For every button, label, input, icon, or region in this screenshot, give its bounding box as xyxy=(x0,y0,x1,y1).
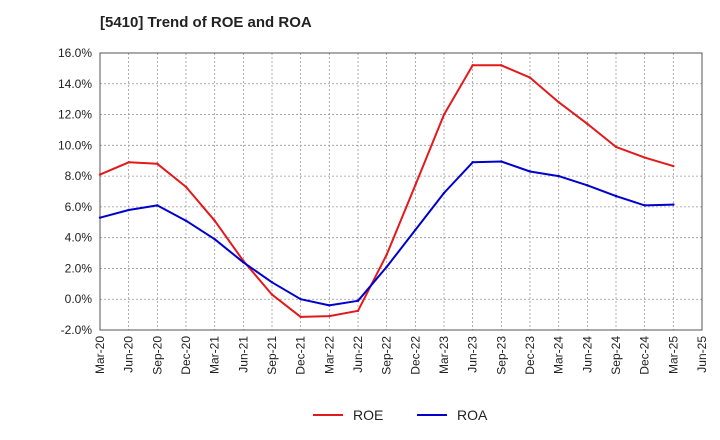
data-point-roe xyxy=(471,64,474,67)
x-tick-label: Sep-22 xyxy=(380,336,394,375)
x-tick-label: Sep-23 xyxy=(494,336,508,375)
data-point-roe xyxy=(270,293,274,296)
x-tick-label: Mar-22 xyxy=(322,336,336,374)
x-tick-label: Mar-23 xyxy=(437,336,451,374)
data-point-roa xyxy=(528,170,532,173)
data-point-roe xyxy=(414,184,417,187)
series-line-roe xyxy=(99,64,674,318)
y-tick-label: 12.0% xyxy=(58,108,92,122)
y-tick-label: 0.0% xyxy=(65,292,93,306)
x-tick-label: Jun-21 xyxy=(236,336,250,373)
data-point-roa xyxy=(356,299,360,302)
x-tick-label: Dec-22 xyxy=(408,336,422,375)
data-point-roe xyxy=(528,76,532,79)
y-tick-label: 8.0% xyxy=(65,169,93,183)
data-point-roa xyxy=(471,161,474,164)
x-tick-label: Jun-20 xyxy=(122,336,136,373)
y-tick-label: 2.0% xyxy=(65,261,93,275)
data-point-roe xyxy=(442,113,446,116)
data-point-roa xyxy=(242,261,245,264)
y-tick-label: 14.0% xyxy=(58,77,92,91)
y-tick-label: 16.0% xyxy=(58,46,92,60)
data-point-roe xyxy=(643,156,646,159)
x-tick-label: Sep-20 xyxy=(150,336,164,375)
data-point-roa xyxy=(270,281,274,284)
x-tick-label: Dec-24 xyxy=(638,336,652,375)
data-point-roe xyxy=(500,64,503,67)
legend: ROE ROA xyxy=(313,407,488,423)
data-point-roe xyxy=(127,161,130,164)
data-point-roa xyxy=(442,191,446,195)
data-point-roa xyxy=(299,298,302,301)
x-tick-label: Mar-25 xyxy=(666,336,680,374)
data-point-roa xyxy=(672,203,675,206)
data-point-roe xyxy=(328,314,331,318)
x-tick-label: Jun-25 xyxy=(695,336,709,373)
data-point-roe xyxy=(672,164,675,168)
data-point-roa xyxy=(414,228,417,232)
data-point-roe xyxy=(586,122,589,125)
data-point-roe xyxy=(98,173,102,176)
legend-label-roe: ROE xyxy=(353,407,383,423)
y-tick-label: 10.0% xyxy=(58,138,92,152)
data-point-roa xyxy=(156,204,159,207)
x-tick-label: Jun-23 xyxy=(466,336,480,373)
data-point-roe xyxy=(356,309,360,312)
plot-frame xyxy=(99,52,703,331)
y-tick-label: 6.0% xyxy=(65,200,93,214)
x-axis-ticks: Mar-20 Jun-20 Sep-20 Dec-20 Mar-21 Jun-21 Sep-… xyxy=(93,336,709,375)
y-tick-label: -2.0% xyxy=(61,323,93,337)
data-point-roe xyxy=(156,162,159,165)
data-point-roe xyxy=(557,101,560,104)
data-point-roa xyxy=(127,208,130,212)
data-point-roe xyxy=(184,185,188,189)
data-point-roa xyxy=(614,194,618,198)
x-tick-label: Mar-20 xyxy=(93,336,107,374)
x-tick-label: Mar-24 xyxy=(552,336,566,374)
x-tick-label: Sep-21 xyxy=(265,336,279,375)
data-point-roa xyxy=(385,265,388,269)
x-tick-label: Mar-21 xyxy=(208,336,222,374)
y-axis-ticks: -2.0% 0.0% 2.0% 4.0% 6.0% 8.0% 10.0% 12.0% 14.0%… xyxy=(58,46,92,337)
x-tick-label: Dec-20 xyxy=(179,336,193,375)
data-point-roa xyxy=(213,238,216,241)
x-tick-label: Jun-22 xyxy=(351,336,365,373)
data-point-roa xyxy=(586,184,589,187)
data-point-roa xyxy=(184,219,188,222)
legend-label-roa: ROA xyxy=(457,407,488,423)
data-point-roa xyxy=(328,304,331,307)
data-point-roe xyxy=(614,145,618,149)
x-tick-label: Dec-23 xyxy=(523,336,537,375)
x-tick-label: Sep-24 xyxy=(609,336,623,375)
data-point-roa xyxy=(643,204,646,207)
x-tick-label: Dec-21 xyxy=(294,336,308,375)
data-point-roa xyxy=(98,216,102,219)
data-point-roe xyxy=(299,315,302,319)
x-tick-label: Jun-24 xyxy=(580,336,594,373)
data-point-roa xyxy=(557,174,560,178)
data-point-roa xyxy=(500,160,503,163)
series-lines xyxy=(98,64,675,319)
data-point-roe xyxy=(213,219,216,222)
chart-title: [5410] Trend of ROE and ROA xyxy=(100,14,312,31)
y-tick-label: 4.0% xyxy=(65,231,93,245)
data-point-roe xyxy=(385,253,388,256)
